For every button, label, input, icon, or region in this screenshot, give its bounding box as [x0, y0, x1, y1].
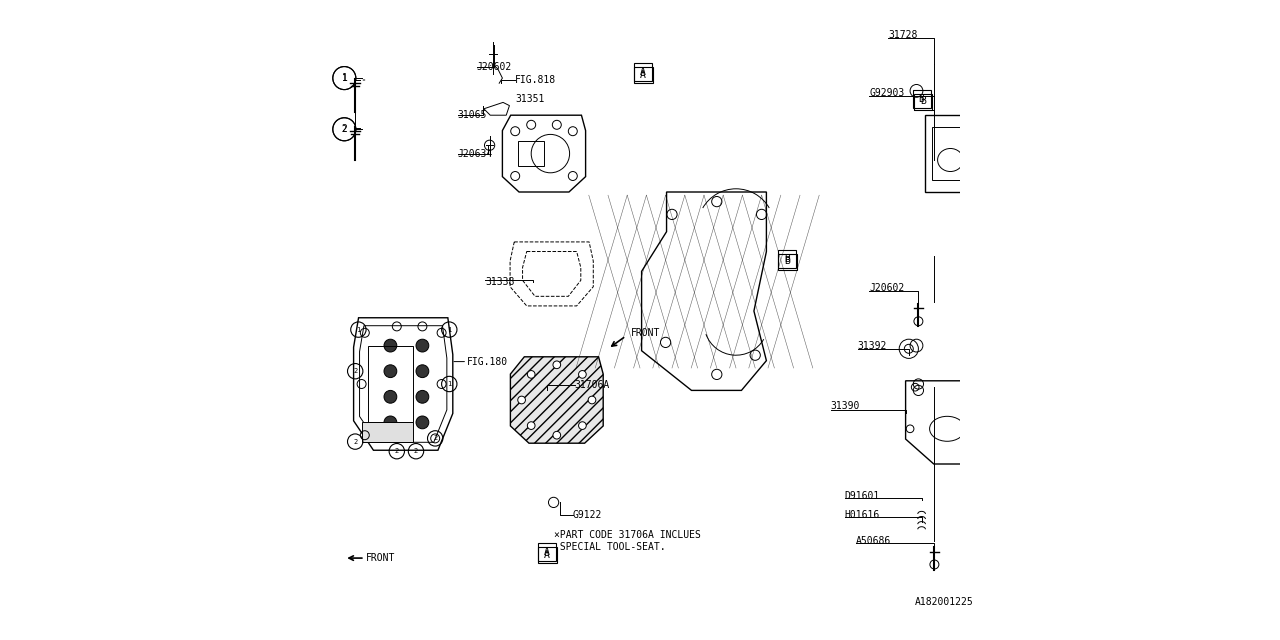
Text: D91601: D91601: [845, 491, 881, 501]
Circle shape: [589, 396, 596, 404]
Bar: [538, 547, 557, 563]
Text: 31728: 31728: [888, 30, 918, 40]
Text: 2: 2: [353, 438, 357, 445]
Circle shape: [384, 365, 397, 378]
Circle shape: [553, 361, 561, 369]
Text: 2: 2: [353, 368, 357, 374]
Text: 31065: 31065: [458, 110, 486, 120]
Text: 2: 2: [342, 125, 347, 134]
Text: 1: 1: [447, 326, 452, 333]
Text: A: A: [640, 67, 646, 77]
Circle shape: [527, 422, 535, 429]
Bar: [362, 422, 412, 442]
Text: B: B: [919, 94, 924, 104]
Circle shape: [579, 371, 586, 378]
Text: A182001225: A182001225: [915, 596, 974, 607]
Circle shape: [517, 396, 526, 404]
Text: 1: 1: [342, 74, 347, 83]
Text: FRONT: FRONT: [630, 328, 659, 338]
Text: 31390: 31390: [831, 401, 860, 412]
Bar: [635, 63, 653, 81]
Circle shape: [416, 365, 429, 378]
Text: 31351: 31351: [516, 94, 544, 104]
Circle shape: [416, 390, 429, 403]
Bar: [634, 67, 653, 83]
Circle shape: [384, 339, 397, 352]
Text: A: A: [544, 550, 550, 560]
Text: 1: 1: [342, 73, 347, 83]
Circle shape: [416, 416, 429, 429]
Circle shape: [579, 422, 586, 429]
Text: B: B: [920, 96, 925, 106]
Text: FIG.180: FIG.180: [467, 356, 508, 367]
Text: A: A: [544, 547, 550, 557]
Circle shape: [384, 416, 397, 429]
Text: FRONT: FRONT: [366, 553, 396, 563]
Text: 2: 2: [413, 448, 419, 454]
Bar: [778, 250, 796, 268]
Bar: [914, 94, 932, 110]
Bar: [932, 127, 968, 180]
Text: J20602: J20602: [477, 62, 512, 72]
Text: B: B: [785, 256, 790, 266]
Text: J20634: J20634: [458, 148, 493, 159]
Circle shape: [416, 339, 429, 352]
Bar: [369, 346, 412, 422]
Circle shape: [527, 371, 535, 378]
Text: 31706A: 31706A: [575, 380, 611, 390]
Text: J20602: J20602: [869, 283, 905, 293]
Bar: [539, 543, 557, 561]
Circle shape: [384, 390, 397, 403]
Text: ×PART CODE 31706A INCLUES
 SPECIAL TOOL-SEAT.: ×PART CODE 31706A INCLUES SPECIAL TOOL-S…: [554, 530, 700, 552]
Bar: [518, 141, 544, 166]
Text: A50686: A50686: [856, 536, 892, 546]
Text: 2: 2: [342, 124, 347, 134]
Text: G9122: G9122: [573, 510, 602, 520]
Text: A: A: [640, 70, 646, 80]
Text: H01616: H01616: [845, 510, 881, 520]
Text: B: B: [785, 254, 790, 264]
Text: G92903: G92903: [869, 88, 905, 98]
Text: FIG.818: FIG.818: [516, 75, 557, 85]
Text: 31392: 31392: [858, 340, 887, 351]
Text: 2: 2: [394, 448, 399, 454]
Polygon shape: [511, 357, 603, 444]
Text: 1: 1: [356, 326, 361, 333]
Bar: [913, 90, 931, 108]
Circle shape: [553, 431, 561, 439]
Text: 31338: 31338: [485, 276, 515, 287]
Text: 2: 2: [433, 435, 438, 442]
Bar: [777, 254, 796, 270]
Text: 1: 1: [447, 381, 452, 387]
